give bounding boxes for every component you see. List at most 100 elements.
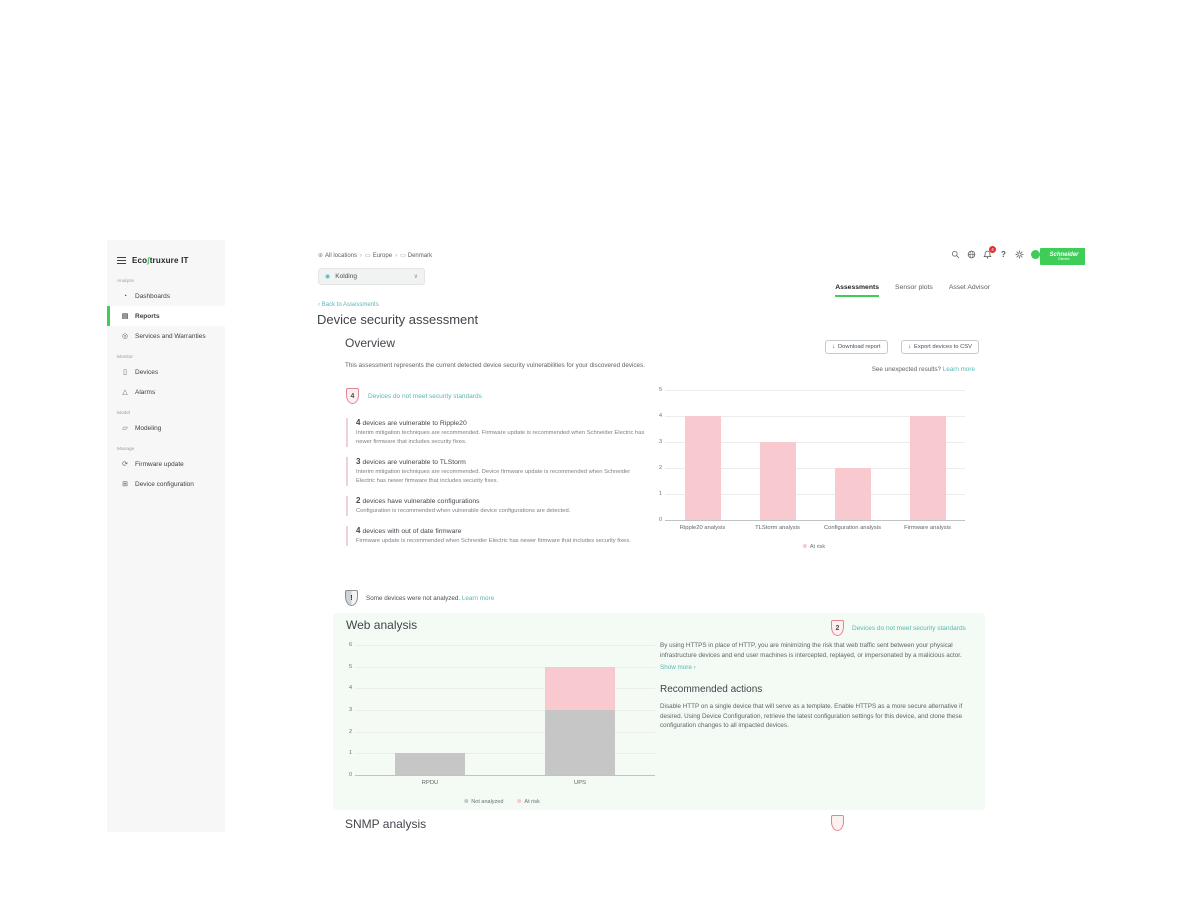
web-analysis-badge: 2 Devices do not meet security standards <box>831 620 966 636</box>
legend-dot-icon <box>464 799 469 803</box>
location-pin-icon: ◉ <box>325 274 331 280</box>
modeling-icon: ▱ <box>122 425 128 432</box>
finding-configurations[interactable]: 2 devices have vulnerable configurations … <box>346 495 648 516</box>
sidebar-item-dashboards[interactable]: ◔ Dashboards <box>107 286 225 306</box>
sidebar-section-analyze: Analyze <box>117 279 135 284</box>
sidebar-item-modeling[interactable]: ▱ Modeling <box>107 418 225 438</box>
sidebar-item-label: Device configuration <box>135 480 194 488</box>
recommended-actions-text: Disable HTTP on a single device that wil… <box>660 702 963 730</box>
chart-gridline <box>355 753 655 755</box>
chart-legend: At risk <box>802 544 825 550</box>
tab-asset-advisor[interactable]: Asset Advisor <box>948 284 990 291</box>
download-report-button[interactable]: ↓ Download report <box>825 340 888 354</box>
chart-plot-area: RPDU UPS <box>355 645 655 786</box>
chart-category-slot: Configuration analysis <box>815 390 890 531</box>
chart-gridline <box>355 775 655 776</box>
life-is-on-icon: ∫ <box>147 256 150 265</box>
legend-item: Not analyzed <box>464 799 503 805</box>
page-title: Device security assessment <box>317 312 479 327</box>
x-axis-category-label: Ripple20 analysis <box>679 525 726 531</box>
sidebar-item-label: Dashboards <box>135 292 171 300</box>
devices-icon: ▯ <box>123 369 127 376</box>
dashboards-icon: ◔ <box>122 292 128 300</box>
y-axis-tick-label: 6 <box>348 642 352 648</box>
overview-description: This assessment represents the current d… <box>345 362 645 369</box>
globe-status-icon[interactable] <box>966 249 977 260</box>
x-axis-category-label: TLStorm analysis <box>755 525 800 531</box>
sidebar-item-services-and-warranties[interactable]: ◎ Services and Warranties <box>107 326 225 346</box>
chart-gridline <box>355 710 655 711</box>
web-analysis-heading: Web analysis <box>346 618 418 632</box>
y-axis-tick-label: 0 <box>348 772 352 778</box>
sidebar-section-manage: Manage <box>117 447 135 452</box>
tab-sensor-plots[interactable]: Sensor plots <box>895 284 933 291</box>
snmp-analysis-heading: SNMP analysis <box>345 817 427 831</box>
web-analysis-panel: Web analysis 2 Devices do not meet secur… <box>333 613 985 810</box>
device-configuration-icon: ⊞ <box>122 481 128 488</box>
chart-bar-not-analyzed <box>545 710 615 775</box>
sidebar-item-device-configuration[interactable]: ⊞ Device configuration <box>107 474 225 494</box>
not-analyzed-learn-more-link[interactable]: Learn more <box>461 594 495 602</box>
chart-gridline <box>355 688 655 690</box>
y-axis-tick-label: 1 <box>658 491 662 497</box>
unexpected-results-text: See unexpected results? Learn more <box>871 366 975 373</box>
recommended-actions-heading: Recommended actions <box>660 684 763 696</box>
sidebar-item-alarms[interactable]: △ Alarms <box>107 382 225 402</box>
chart-gridline <box>665 442 965 443</box>
show-more-arrow-icon: › <box>693 663 696 671</box>
download-icon: ↓ <box>908 344 911 350</box>
chart-category-slot: TLStorm analysis <box>740 390 815 531</box>
security-standards-link[interactable]: Devices do not meet security standards <box>852 624 966 632</box>
notification-count-badge: 4 <box>989 246 996 253</box>
sidebar-item-devices[interactable]: ▯ Devices <box>107 362 225 382</box>
not-analyzed-row: ! Some devices were not analyzed. Learn … <box>345 590 494 606</box>
tab-assessments[interactable]: Assessments <box>835 284 880 297</box>
legend-dot-icon <box>802 544 807 548</box>
snmp-analysis-badge <box>831 815 844 831</box>
reports-icon: ▤ <box>121 313 129 320</box>
security-standards-link[interactable]: Devices do not meet security standards <box>368 392 482 400</box>
unexpected-learn-more-link[interactable]: Learn more <box>942 366 975 373</box>
back-arrow-icon: ‹ <box>318 302 320 308</box>
schneider-electric-logo[interactable]: Schneider Electric <box>1040 248 1085 265</box>
y-axis-tick-label: 5 <box>658 387 662 393</box>
chart-legend: Not analyzed At risk <box>464 799 540 805</box>
overview-security-badge: 4 Devices do not meet security standards <box>346 388 482 404</box>
chart-gridline <box>355 666 655 668</box>
x-axis-category-label: Configuration analysis <box>823 525 882 531</box>
finding-ripple20[interactable]: 4 devices are vulnerable to Ripple20 Inte… <box>346 418 648 447</box>
hamburger-menu-icon[interactable] <box>117 256 126 265</box>
sidebar-item-firmware-update[interactable]: ⟳ Firmware update <box>107 454 225 474</box>
back-to-assessments-link[interactable]: ‹ Back to Assessments <box>318 302 379 308</box>
search-icon[interactable] <box>950 249 961 260</box>
finding-tlstorm[interactable]: 3 devices are vulnerable to TLStorm Inter… <box>346 456 648 486</box>
breadcrumb-all-locations[interactable]: ⊕ All locations <box>318 252 358 260</box>
chart-bar-at-risk <box>545 666 615 710</box>
help-icon[interactable]: ? <box>1001 250 1006 259</box>
chart-bar-at-risk <box>759 442 796 520</box>
x-axis-category-label: RPDU <box>421 780 439 786</box>
breadcrumb-europe[interactable]: ▭ Europe <box>365 252 393 260</box>
risk-shield-icon: 4 <box>346 388 359 404</box>
breadcrumb-denmark[interactable]: ▭ Denmark <box>400 252 433 260</box>
not-analyzed-shield-icon: ! <box>345 590 358 606</box>
findings-list: 4 devices are vulnerable to Ripple20 Inte… <box>346 418 648 556</box>
legend-item: At risk <box>802 544 825 550</box>
user-avatar[interactable] <box>1030 249 1041 260</box>
finding-firmware[interactable]: 4 devices with out of date firmware Firmw… <box>346 525 648 546</box>
sidebar-item-label: Services and Warranties <box>135 332 206 340</box>
overview-heading: Overview <box>345 336 396 350</box>
location-selector[interactable]: ◉ Kolding ∨ <box>318 268 425 285</box>
sidebar-item-reports[interactable]: ▤ Reports <box>107 306 225 326</box>
chart-bar-not-analyzed <box>395 753 465 775</box>
sidebar-item-label: Firmware update <box>135 460 184 468</box>
chart-gridline <box>355 731 655 733</box>
export-devices-csv-button[interactable]: ↓ Export devices to CSV <box>901 340 979 354</box>
chart-category-slot: Firmware analysis <box>890 390 965 531</box>
y-axis-tick-label: 2 <box>348 728 352 735</box>
folder-icon: ▭ <box>400 253 406 259</box>
notifications-bell-icon[interactable]: 4 <box>982 246 996 260</box>
chart-gridline <box>665 494 965 495</box>
settings-gear-icon[interactable] <box>1014 249 1025 260</box>
show-more-link[interactable]: Show more › <box>660 663 696 671</box>
